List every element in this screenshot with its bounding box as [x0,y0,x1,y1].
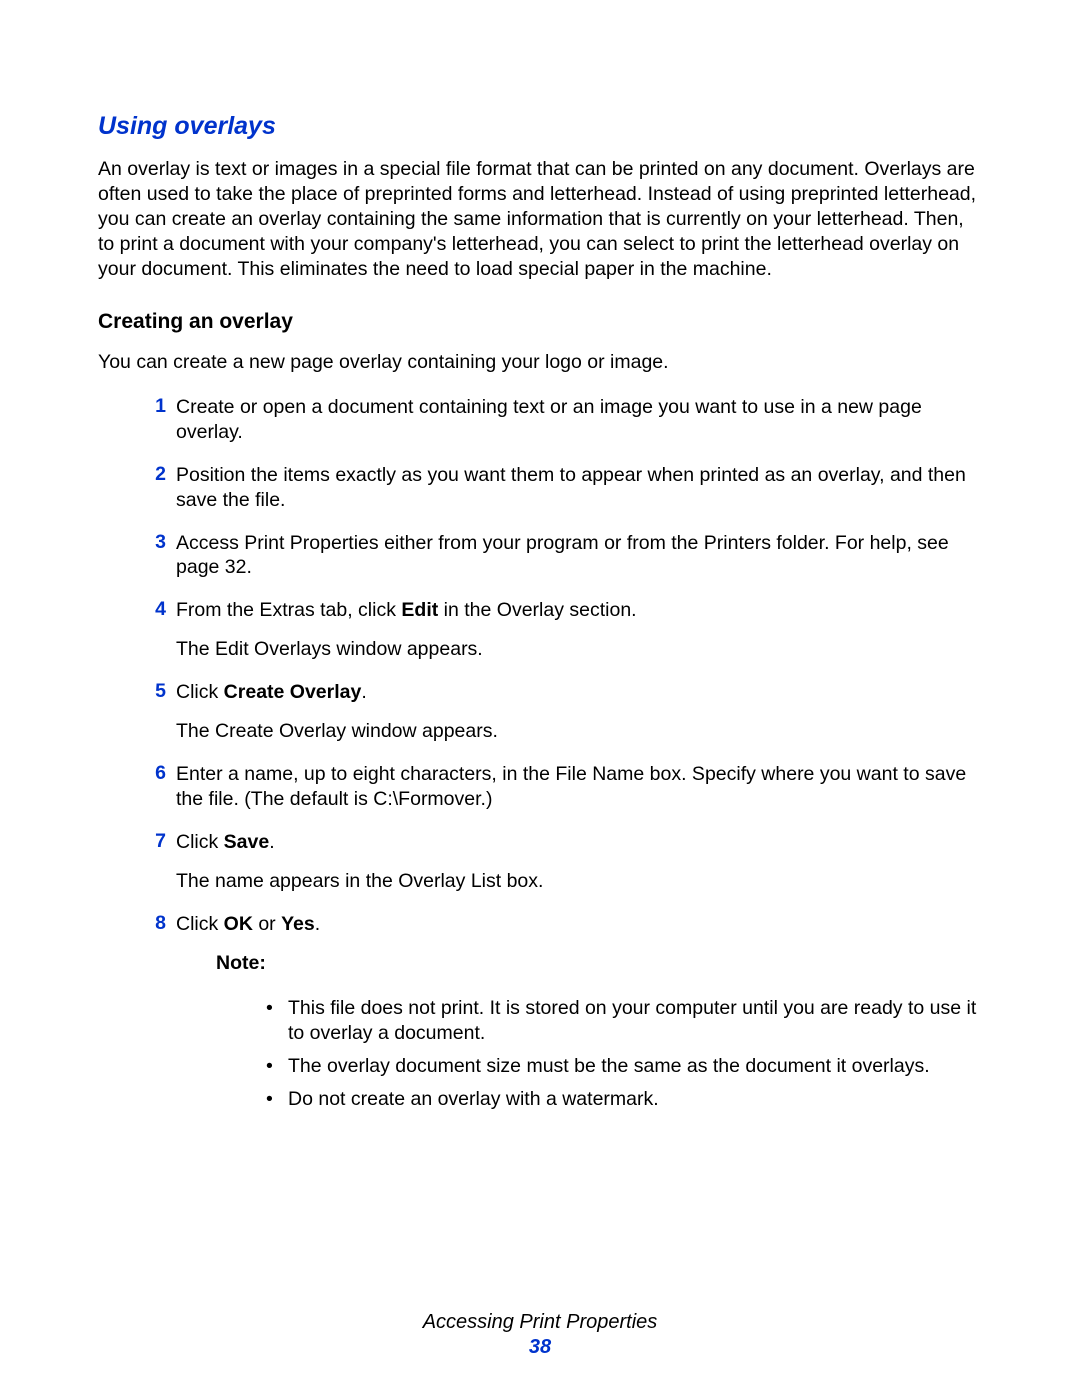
step-paragraph: Create or open a document containing tex… [176,395,982,445]
list-item: 7Click Save. The name appears in the Over… [148,830,982,894]
text-run: Access Print Properties either from your… [176,532,949,579]
bullet-item: •The overlay document size must be the s… [266,1054,982,1079]
text-run: or [253,913,281,935]
text-run: Click [176,831,224,853]
bullet-dot-icon: • [266,996,288,1046]
text-run: From the Extras tab, click [176,599,401,621]
step-number: 4 [148,598,176,662]
text-run: . [315,913,320,935]
step-paragraph: Enter a name, up to eight characters, in… [176,762,982,812]
step-number: 3 [148,531,176,581]
list-item: 3Access Print Properties either from you… [148,531,982,581]
bullet-dot-icon: • [266,1087,288,1112]
text-run: Click [176,913,224,935]
text-run: . [269,831,274,853]
list-item: 4From the Extras tab, click Edit in the … [148,598,982,662]
note-bullets: •This file does not print. It is stored … [266,996,982,1112]
step-number: 8 [148,912,176,1120]
list-item: 8Click OK or Yes.Note:•This file does no… [148,912,982,1120]
text-run: The Create Overlay window appears. [176,720,498,742]
step-body: Access Print Properties either from your… [176,531,982,581]
text-run: The Edit Overlays window appears. [176,638,483,660]
text-run: Save [224,831,270,853]
step-paragraph: The name appears in the Overlay List box… [176,869,982,894]
step-body: Click Create Overlay. The Create Overlay … [176,680,982,744]
text-run: Create Overlay [224,681,362,703]
section-title: Using overlays [98,112,982,141]
text-run: Enter a name, up to eight characters, in… [176,763,966,810]
step-paragraph: From the Extras tab, click Edit in the O… [176,598,982,623]
note-label: Note: [216,951,982,976]
list-item: 5Click Create Overlay. The Create Overlay… [148,680,982,744]
step-body: Click OK or Yes.Note:•This file does not… [176,912,982,1120]
subintro-paragraph: You can create a new page overlay contai… [98,350,982,375]
note-block: Note:•This file does not print. It is st… [216,951,982,1112]
ordered-steps: 1Create or open a document containing te… [148,395,982,1120]
footer-title: Accessing Print Properties [0,1311,1080,1334]
text-run: Edit [401,599,438,621]
bullet-text: Do not create an overlay with a watermar… [288,1087,982,1112]
step-number: 1 [148,395,176,445]
text-run: in the Overlay section. [438,599,636,621]
page-content: Using overlays An overlay is text or ima… [0,0,1080,1120]
text-run: Create or open a document containing tex… [176,396,922,443]
subheading: Creating an overlay [98,310,982,334]
step-body: Click Save. The name appears in the Overl… [176,830,982,894]
step-number: 5 [148,680,176,744]
step-body: From the Extras tab, click Edit in the O… [176,598,982,662]
step-paragraph: Position the items exactly as you want t… [176,463,982,513]
text-run: Yes [281,913,315,935]
step-number: 2 [148,463,176,513]
text-run: . [361,681,366,703]
bullet-item: •This file does not print. It is stored … [266,996,982,1046]
list-item: 2Position the items exactly as you want … [148,463,982,513]
step-paragraph: The Create Overlay window appears. [176,719,982,744]
footer-page-number: 38 [0,1336,1080,1359]
text-run: Position the items exactly as you want t… [176,464,966,511]
bullet-text: This file does not print. It is stored o… [288,996,982,1046]
intro-paragraph: An overlay is text or images in a specia… [98,157,982,282]
list-item: 6Enter a name, up to eight characters, i… [148,762,982,812]
text-run: Click [176,681,224,703]
step-paragraph: The Edit Overlays window appears. [176,637,982,662]
step-paragraph: Click Save. [176,830,982,855]
step-number: 6 [148,762,176,812]
step-number: 7 [148,830,176,894]
step-paragraph: Click OK or Yes. [176,912,982,937]
bullet-dot-icon: • [266,1054,288,1079]
step-paragraph: Access Print Properties either from your… [176,531,982,581]
step-paragraph: Click Create Overlay. [176,680,982,705]
text-run: The name appears in the Overlay List box… [176,870,543,892]
text-run: OK [224,913,253,935]
list-item: 1Create or open a document containing te… [148,395,982,445]
step-body: Create or open a document containing tex… [176,395,982,445]
step-body: Position the items exactly as you want t… [176,463,982,513]
step-body: Enter a name, up to eight characters, in… [176,762,982,812]
bullet-text: The overlay document size must be the sa… [288,1054,982,1079]
bullet-item: •Do not create an overlay with a waterma… [266,1087,982,1112]
page-footer: Accessing Print Properties 38 [0,1311,1080,1359]
